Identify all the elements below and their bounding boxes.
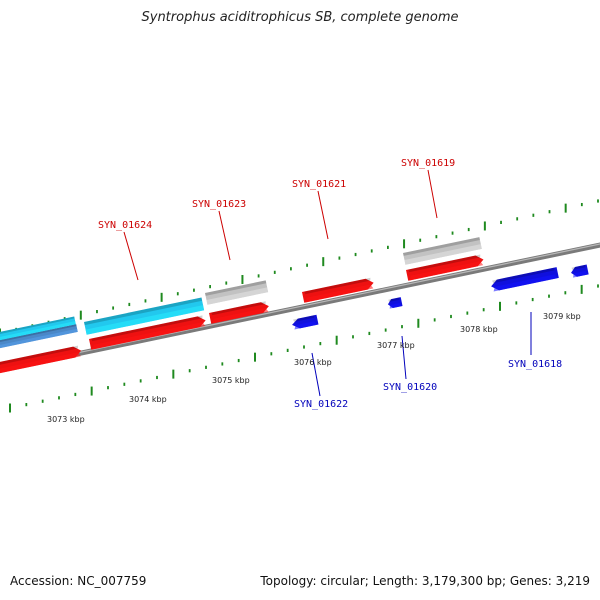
kbp-label-3073: 3073 kbp	[47, 415, 85, 424]
feature-cyan-a-shine	[0, 321, 76, 341]
feature-red-c-shade	[211, 301, 266, 316]
feature-gray-a-shine	[206, 287, 269, 305]
feature-cyan-a-shade	[0, 316, 75, 334]
leader-syn-01619	[427, 169, 438, 219]
feature-gray-b-shine	[404, 244, 482, 265]
feature-red-b-shine	[92, 322, 206, 350]
feature-red-d-shade	[304, 277, 371, 295]
kbp-label-3077: 3077 kbp	[377, 341, 415, 350]
kbp-label-3074: 3074 kbp	[129, 395, 167, 404]
kbp-label-3075: 3075 kbp	[212, 376, 250, 385]
leader-syn-01623	[218, 210, 231, 261]
gene-label-syn-01622: SYN_01622	[294, 399, 348, 410]
feature-blue-a-shade	[293, 315, 315, 322]
kbp-label-3076: 3076 kbp	[294, 358, 332, 367]
feature-blue-b-shine	[389, 302, 402, 309]
gene-label-syn-01624: SYN_01624	[98, 220, 152, 231]
feature-cyan-b-shine	[85, 305, 205, 335]
gene-label-syn-01618: SYN_01618	[508, 359, 562, 370]
feature-red-e-shade	[408, 254, 481, 273]
tick-row-top	[0, 199, 599, 338]
gene-label-syn-01620: SYN_01620	[383, 382, 437, 393]
feature-red-e-shine	[409, 261, 484, 281]
feature-red-c-shine	[212, 307, 269, 324]
feature-blue-d-shade	[571, 264, 586, 271]
feature-blue-b-shade	[388, 297, 400, 302]
gene-label-syn-01619: SYN_01619	[401, 158, 455, 169]
features-layer	[0, 237, 589, 374]
genome-summary-text: Topology: circular; Length: 3,179,300 bp…	[260, 574, 590, 588]
feature-red-a-shade	[0, 345, 79, 365]
feature-gray-b-shade	[403, 237, 480, 256]
tick-row-bottom	[9, 284, 599, 413]
feature-cyan-b-shade	[84, 297, 203, 326]
accession-text: Accession: NC_007759	[10, 574, 147, 588]
feature-blue-c-shade	[492, 267, 555, 284]
feature-blue-c-shine	[493, 274, 558, 292]
gene-label-syn-01621: SYN_01621	[292, 179, 346, 190]
leader-syn-01622	[311, 352, 321, 397]
kbp-label-3079: 3079 kbp	[543, 312, 581, 321]
gene-label-syn-01623: SYN_01623	[192, 199, 246, 210]
label-leaders	[123, 169, 532, 397]
feature-blue-a-shine	[294, 321, 318, 330]
backbone-line	[0, 242, 600, 373]
feature-blue-d-shine	[573, 270, 588, 278]
feature-red-a-shine	[0, 352, 81, 374]
feature-steel-a-shade	[0, 324, 77, 342]
leader-syn-01624	[123, 231, 139, 281]
feature-red-b-shade	[91, 315, 203, 342]
kbp-label-3078: 3078 kbp	[460, 325, 498, 334]
leader-syn-01621	[317, 190, 329, 240]
feature-steel-a-shine	[0, 328, 78, 349]
feature-gray-a-shade	[205, 280, 267, 296]
feature-red-d-shine	[305, 284, 374, 303]
leader-syn-01620	[401, 335, 407, 380]
backbone-highlight	[0, 243, 600, 370]
map-title: Syntrophus aciditrophicus SB, complete g…	[141, 10, 459, 25]
